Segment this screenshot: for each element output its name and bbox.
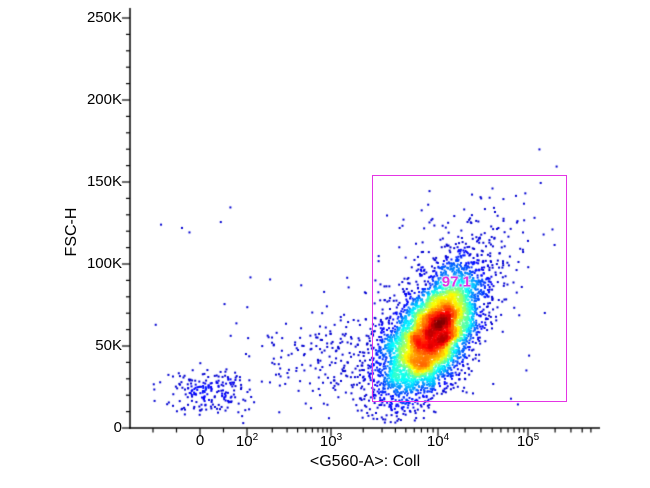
y-tick-label-100K: 100K bbox=[86, 255, 122, 272]
y-tick-label-200K: 200K bbox=[86, 91, 122, 108]
y-tick-label-0: 0 bbox=[113, 419, 122, 436]
x-axis-label: <G560-A>: Coll bbox=[309, 453, 421, 470]
y-axis-label: FSC-H bbox=[63, 207, 80, 257]
y-tick-label-150K: 150K bbox=[86, 173, 122, 190]
x-tick-label-105: 105 bbox=[516, 432, 540, 450]
x-tick-label-104: 104 bbox=[426, 432, 450, 450]
x-tick-label-103: 103 bbox=[319, 432, 343, 450]
gate-percentage-label[interactable]: 97.1 bbox=[441, 273, 471, 291]
x-tick-label-102: 102 bbox=[235, 432, 259, 450]
y-tick-label-250K: 250K bbox=[86, 9, 122, 26]
y-tick-label-50K: 50K bbox=[95, 337, 122, 354]
x-tick-label-0: 0 bbox=[195, 432, 205, 449]
gate-rectangle[interactable] bbox=[371, 175, 568, 403]
